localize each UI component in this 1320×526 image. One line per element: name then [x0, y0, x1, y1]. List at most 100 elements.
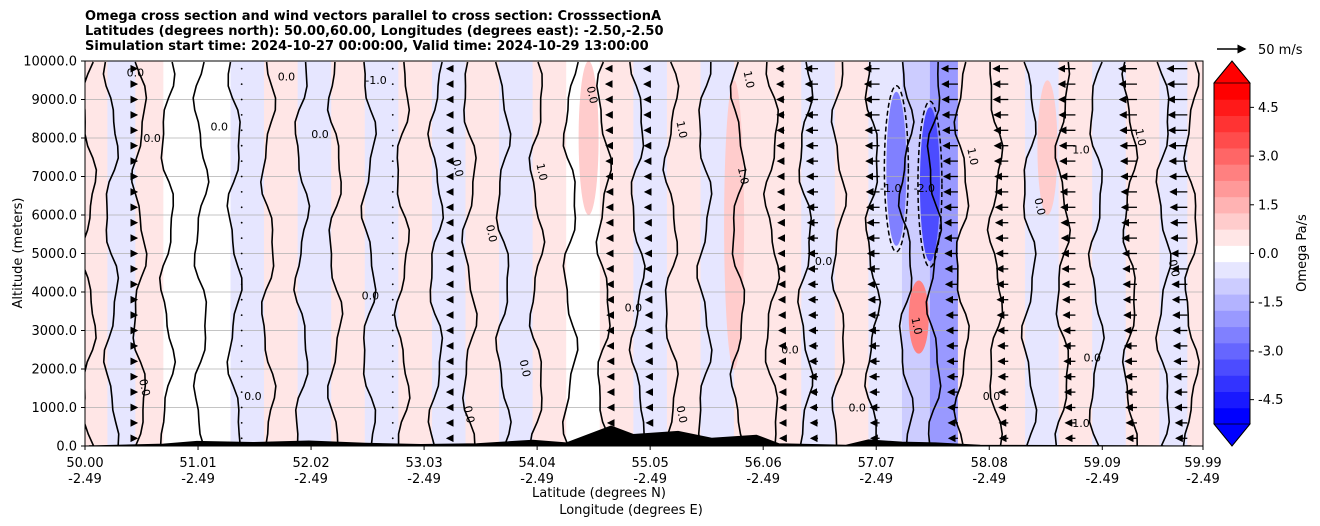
wind-vector [391, 422, 394, 424]
colorbar-segment [1214, 115, 1250, 133]
wind-vector [240, 114, 243, 116]
omega-contour-zero [102, 61, 120, 446]
colorbar-segment [1214, 407, 1250, 425]
omega-contour-zero [192, 61, 210, 446]
omega-contour-zero [897, 61, 915, 446]
omega-feature [1037, 80, 1058, 215]
wind-vector [391, 314, 394, 316]
y-tick-label: 7000.0 [32, 170, 78, 185]
contour-label: 0.0 [278, 70, 296, 83]
omega-contour-zero [360, 61, 378, 446]
x-tick-label-lat: 54.04 [519, 456, 556, 471]
wind-vector [391, 83, 394, 85]
wind-vector [391, 221, 394, 224]
wind-vector [391, 391, 394, 393]
omega-contour-zero [528, 61, 546, 446]
wind-vector [391, 191, 394, 193]
omega-contour-zero [427, 61, 445, 446]
colorbar-segment [1214, 294, 1250, 311]
omega-contour-zero [393, 61, 411, 446]
colorbar-segment [1214, 245, 1250, 263]
y-tick-label: 9000.0 [32, 93, 78, 108]
colorbar-label: Omega Pa/s [1295, 214, 1310, 292]
y-tick-label: 5000.0 [32, 247, 78, 262]
omega-contour-zero [561, 61, 579, 446]
contour-label: 0.0 [211, 120, 229, 133]
wind-vector [391, 329, 394, 332]
wind-vector [240, 375, 243, 378]
wind-vector [240, 360, 243, 363]
wind-vector [391, 375, 394, 378]
x-tick-label-lat: 59.09 [1084, 456, 1121, 471]
x-tick-label-lon: -2.49 [1085, 472, 1119, 487]
x-tick-label-lon: -2.49 [859, 472, 893, 487]
colorbar-segment [1214, 164, 1250, 181]
contour-label: 0.0 [143, 132, 161, 145]
colorbar-tick-label: 3.0 [1258, 150, 1279, 165]
x-tick-label-lon: -2.49 [633, 472, 667, 487]
wind-vector [240, 437, 243, 440]
omega-contour-zero [1182, 61, 1200, 446]
wind-vector [240, 298, 243, 301]
colorbar-segment [1214, 342, 1250, 360]
wind-vector [391, 237, 394, 240]
y-tick-label: 4000.0 [32, 286, 78, 301]
colorbar-tick-label: 0.0 [1258, 247, 1279, 262]
colorbar-segment [1214, 229, 1250, 246]
colorbar-tick-label: 4.5 [1258, 101, 1279, 116]
contour-label: 1.0 [964, 147, 980, 167]
colorbar-tick-label: -1.5 [1258, 296, 1283, 311]
wind-vector [391, 160, 394, 163]
wind-vector [240, 283, 243, 286]
x-tick-label-lon: -2.49 [294, 472, 328, 487]
x-axis-label-lon: Longitude (degrees E) [559, 503, 703, 518]
omega-contour-zero [662, 61, 680, 446]
omega-contour-zero [259, 61, 277, 446]
x-tick-label-lat: 55.05 [632, 456, 669, 471]
contour-label: 0.0 [625, 301, 643, 314]
omega-contour-negative [917, 100, 943, 268]
wind-vector [240, 252, 243, 255]
omega-contour-zero [864, 61, 882, 446]
wind-vector [391, 98, 394, 101]
wind-vector [240, 206, 243, 209]
wind-vector [391, 437, 394, 440]
omega-feature [919, 107, 940, 262]
x-tick-label-lon: -2.49 [68, 472, 102, 487]
x-tick-label-lat: 52.02 [292, 456, 329, 471]
wind-vector [391, 298, 394, 301]
wind-vector [240, 98, 243, 101]
omega-contour-zero [293, 61, 311, 446]
contour-label: 0.0 [584, 85, 600, 105]
terrain-profile [85, 425, 1203, 446]
wind-vector [391, 67, 394, 70]
wind-vector [240, 314, 243, 316]
contour-label: 0.0 [136, 378, 152, 398]
wind-vector [240, 345, 243, 347]
contour-label: 0.0 [461, 405, 477, 425]
contour-label: 0.0 [517, 358, 533, 378]
wind-vector [240, 67, 243, 70]
colorbar-segment [1214, 277, 1250, 295]
wind-vector [240, 129, 243, 132]
x-tick-label-lat: 56.06 [745, 456, 782, 471]
omega-feature [908, 280, 929, 354]
colorbar-segment [1214, 261, 1250, 279]
omega-contour-zero [729, 61, 747, 446]
wind-vector [240, 144, 243, 147]
omega-contour-zero [628, 61, 646, 446]
contour-label: -1.0 [880, 182, 901, 195]
colorbar-tick-label: -3.0 [1258, 344, 1283, 359]
y-axis-label: Altitude (meters) [11, 198, 26, 309]
wind-vector [391, 345, 394, 347]
omega-contour-zero [158, 61, 177, 446]
wind-vector [240, 160, 243, 163]
y-axis: 0.0 1000.0 2000.0 3000.0 4000.0 5000.0 6000.0 7… [23, 55, 85, 455]
y-tick-label: 6000.0 [32, 209, 78, 224]
wind-vector [391, 360, 394, 363]
omega-contour-zero [1020, 61, 1038, 446]
contour-label: 1.0 [1132, 127, 1148, 147]
y-tick-label: 1000.0 [32, 401, 78, 416]
wind-vector [391, 406, 394, 409]
colorbar-segment [1214, 180, 1250, 198]
